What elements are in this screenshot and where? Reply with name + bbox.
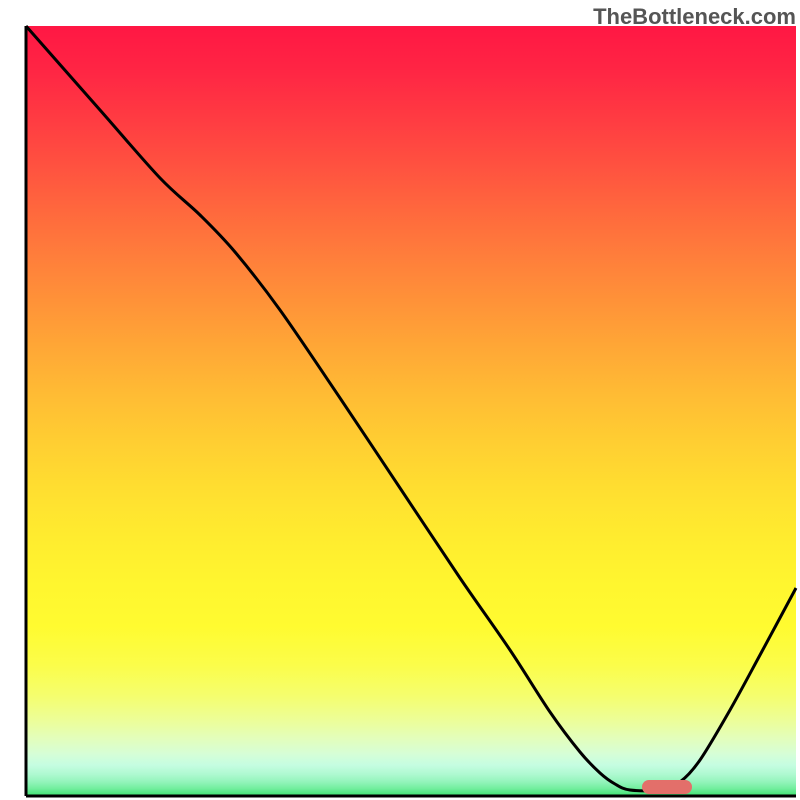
chart-svg bbox=[0, 0, 800, 800]
watermark-text: TheBottleneck.com bbox=[593, 4, 796, 30]
optimum-marker bbox=[642, 780, 692, 794]
bottleneck-chart: TheBottleneck.com bbox=[0, 0, 800, 800]
plot-background bbox=[26, 26, 796, 796]
